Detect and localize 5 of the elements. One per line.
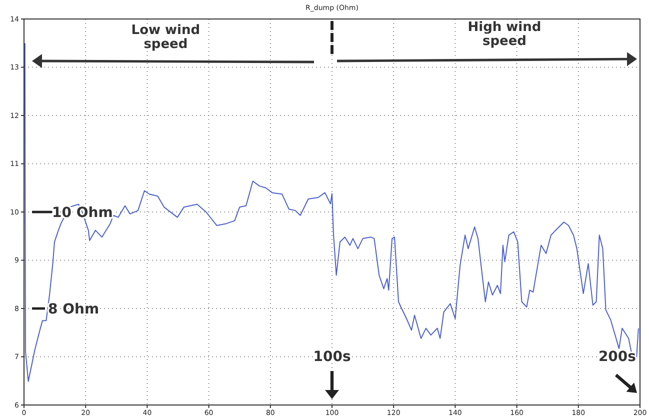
annotation: 100s: [313, 349, 351, 365]
annotation: Low wind speed: [131, 23, 200, 52]
annotation: High wind speed: [468, 20, 542, 49]
annotation: 8 Ohm: [48, 302, 100, 318]
annotation: 200s: [598, 349, 636, 365]
